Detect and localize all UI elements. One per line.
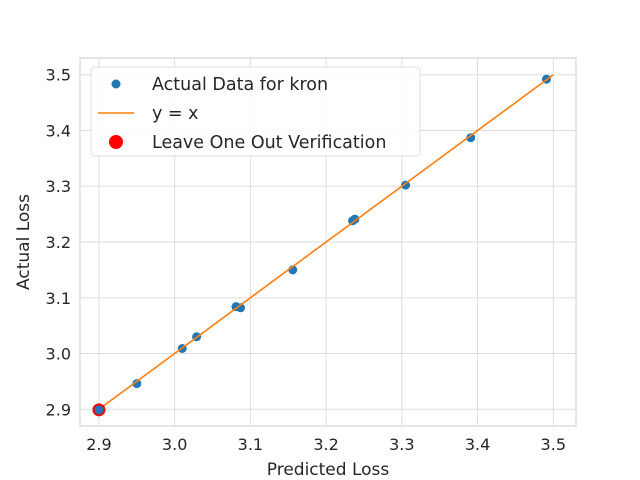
legend: Actual Data for kron y = x Leave One Out V…	[90, 66, 421, 157]
data-point	[132, 379, 142, 389]
legend-marker-loo	[109, 135, 123, 149]
data-point	[466, 133, 476, 143]
x-tick-label: 3.5	[541, 435, 566, 454]
data-point	[94, 405, 104, 415]
x-tick-label: 3.4	[465, 435, 490, 454]
legend-marker-data	[111, 79, 121, 89]
x-tick-labels: 2.9 3.0 3.1 3.2 3.3 3.4 3.5	[86, 435, 566, 454]
y-tick-label: 3.5	[46, 66, 71, 85]
identity-line	[98, 74, 554, 410]
legend-entry-label: y = x	[152, 104, 199, 124]
x-tick-label: 3.3	[389, 435, 414, 454]
y-tick-labels: 2.9 3.0 3.1 3.2 3.3 3.4 3.5	[46, 66, 71, 420]
y-tick-label: 3.0	[46, 345, 71, 364]
y-axis-label: Actual Loss	[14, 194, 34, 290]
legend-entry-label: Actual Data for kron	[152, 75, 328, 95]
x-tick-label: 2.9	[86, 435, 111, 454]
data-marks	[92, 74, 554, 417]
x-axis-label: Predicted Loss	[267, 460, 390, 480]
x-tick-label: 3.1	[238, 435, 263, 454]
y-tick-label: 3.4	[46, 121, 71, 140]
x-tick-label: 3.2	[313, 435, 338, 454]
data-point	[350, 214, 360, 224]
data-point	[401, 180, 411, 190]
data-point	[236, 303, 246, 313]
legend-box	[90, 66, 421, 157]
legend-entry-label: Leave One Out Verification	[152, 133, 386, 153]
y-tick-label: 2.9	[46, 400, 71, 419]
x-tick-label: 3.0	[162, 435, 187, 454]
y-tick-label: 3.1	[46, 289, 71, 308]
y-tick-label: 3.3	[46, 177, 71, 196]
y-tick-label: 3.2	[46, 233, 71, 252]
